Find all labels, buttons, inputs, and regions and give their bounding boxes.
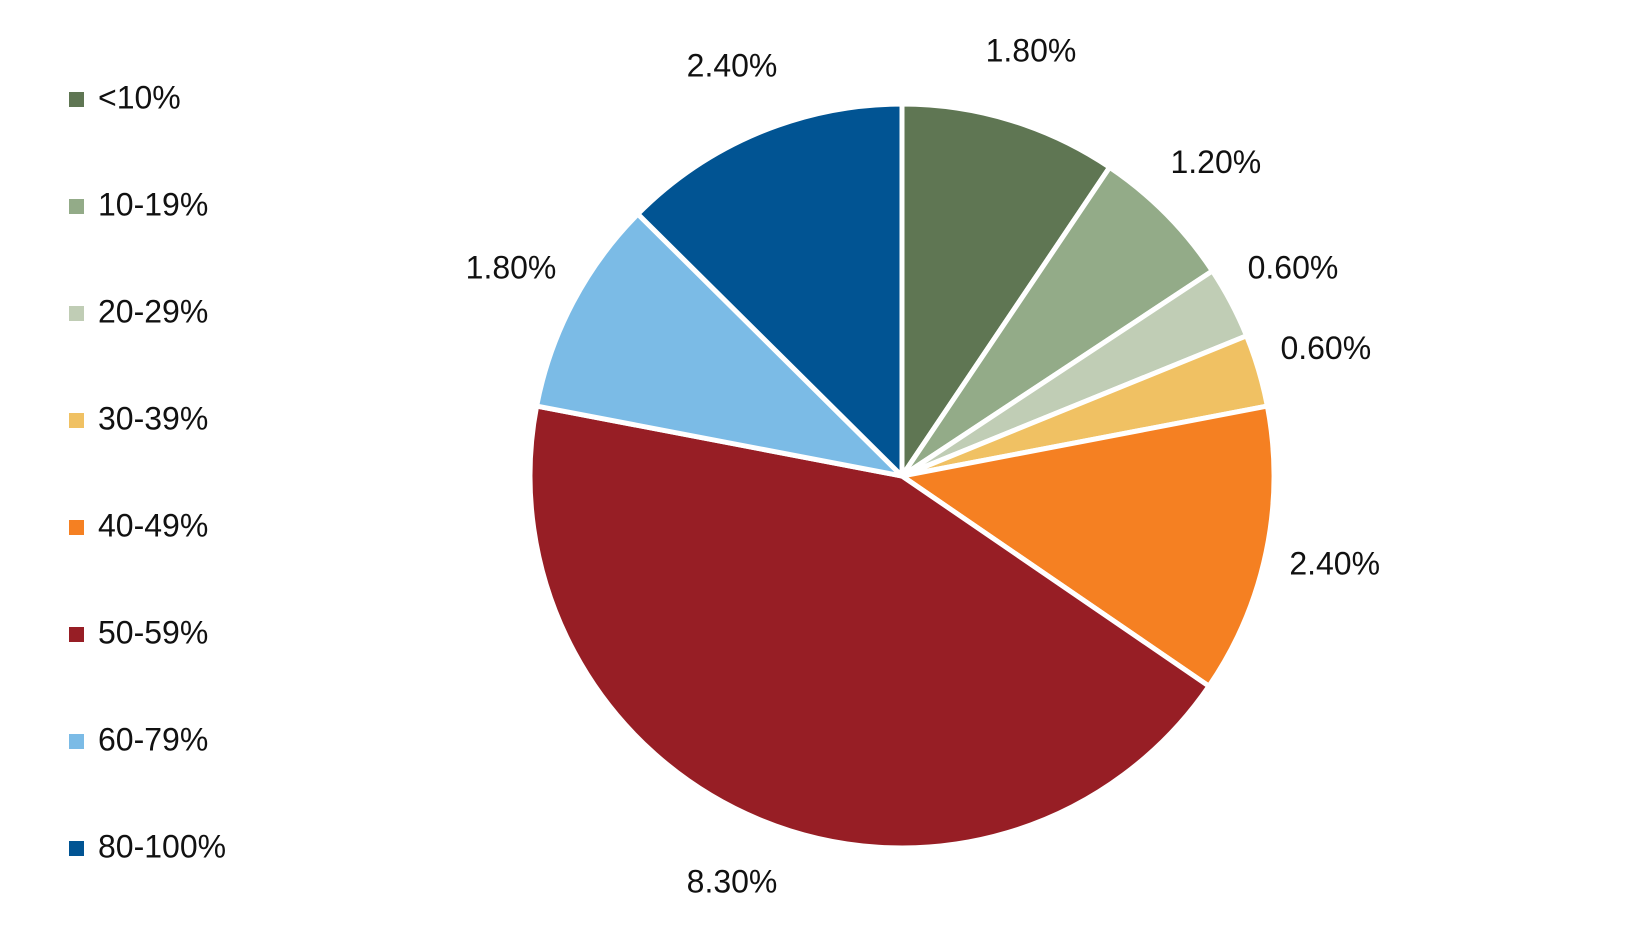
legend-swatch	[69, 413, 84, 428]
legend-swatch	[69, 841, 84, 856]
pie-slice	[534, 211, 905, 479]
pie-slice	[527, 403, 1212, 851]
legend-label: 50-59%	[98, 614, 208, 650]
data-label: 1.20%	[1170, 144, 1261, 180]
data-label: 8.30%	[687, 863, 778, 899]
legend-label: 10-19%	[98, 186, 208, 222]
data-label: 1.80%	[466, 249, 557, 285]
legend-swatch	[69, 734, 84, 749]
pie-slice	[899, 164, 1215, 479]
pie-slice	[899, 403, 1277, 689]
legend-label: 30-39%	[98, 400, 208, 436]
data-label: 0.60%	[1280, 330, 1371, 366]
pie-slice	[635, 101, 905, 479]
data-label: 1.80%	[986, 33, 1077, 69]
data-label: 0.60%	[1248, 249, 1339, 285]
pie-slice	[899, 101, 1113, 479]
legend-label: <10%	[98, 79, 181, 115]
legend-label: 80-100%	[98, 828, 226, 864]
legend-swatch	[69, 627, 84, 642]
legend-label: 40-49%	[98, 507, 208, 543]
legend-swatch	[69, 520, 84, 535]
legend-label: 60-79%	[98, 721, 208, 757]
legend-swatch	[69, 92, 84, 107]
legend-swatch	[69, 306, 84, 321]
data-label: 2.40%	[1289, 546, 1380, 582]
data-label: 2.40%	[687, 47, 778, 83]
legend-label: 20-29%	[98, 293, 208, 329]
legend-swatch	[69, 199, 84, 214]
